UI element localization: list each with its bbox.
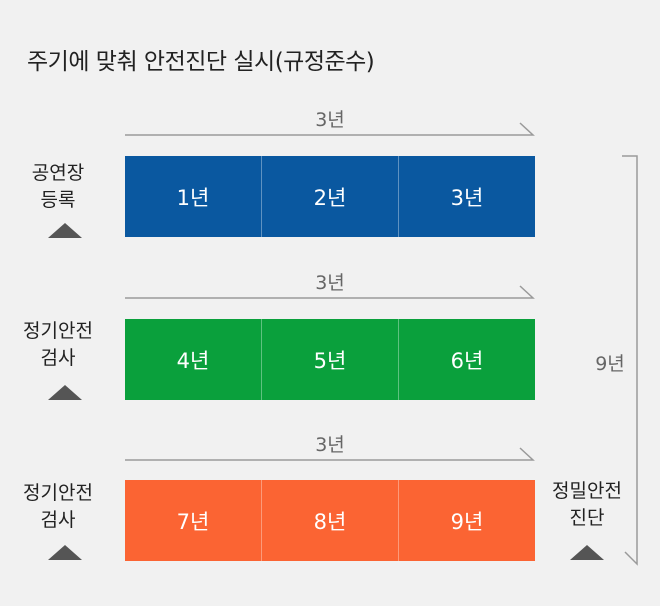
period-bar-1: 1년 2년 3년 — [125, 156, 535, 237]
row-label-2-line1: 정기안전 — [23, 320, 93, 342]
row-label-3-line1: 정기안전 — [23, 482, 93, 504]
triangle-marker-icon — [48, 545, 82, 560]
triangle-marker-icon — [48, 385, 82, 400]
triangle-marker-icon — [48, 223, 82, 238]
year-cell-1: 1년 — [176, 185, 210, 210]
final-stage-label: 정밀안전 진단 — [537, 478, 637, 532]
year-cell-8: 8년 — [261, 480, 398, 561]
year-cell-7: 7년 — [176, 509, 210, 534]
triangle-marker-icon — [570, 545, 604, 560]
year-cell-4: 4년 — [176, 348, 210, 373]
row-label-2: 정기안전 검사 — [10, 318, 106, 372]
final-stage-line2: 진단 — [569, 507, 605, 529]
span-label-3: 3년 — [315, 434, 345, 456]
year-cell-9: 9년 — [398, 480, 535, 561]
year-cell-6: 6년 — [398, 319, 535, 400]
total-span-label: 9년 — [595, 353, 625, 375]
period-bar-3: 7년 8년 9년 — [125, 480, 535, 561]
diagram-title: 주기에 맞춰 안전진단 실시(규정준수) — [27, 49, 375, 75]
year-cell-2: 2년 — [261, 156, 398, 237]
row-label-1-line1: 공연장 — [31, 162, 85, 184]
total-span-arrow — [622, 155, 638, 566]
span-label-1: 3년 — [315, 109, 345, 131]
row-label-1-line2: 등록 — [40, 189, 76, 211]
span-arrow-3 — [125, 447, 535, 461]
span-label-2: 3년 — [315, 272, 345, 294]
row-label-1: 공연장 등록 — [10, 160, 106, 214]
row-label-3: 정기안전 검사 — [10, 480, 106, 534]
period-bar-2: 4년 5년 6년 — [125, 319, 535, 400]
span-arrow-1 — [125, 122, 535, 136]
row-label-2-line2: 검사 — [40, 347, 76, 369]
year-cell-3: 3년 — [398, 156, 535, 237]
year-cell-5: 5년 — [261, 319, 398, 400]
final-stage-line1: 정밀안전 — [552, 480, 622, 502]
row-label-3-line2: 검사 — [40, 509, 76, 531]
span-arrow-2 — [125, 285, 535, 299]
